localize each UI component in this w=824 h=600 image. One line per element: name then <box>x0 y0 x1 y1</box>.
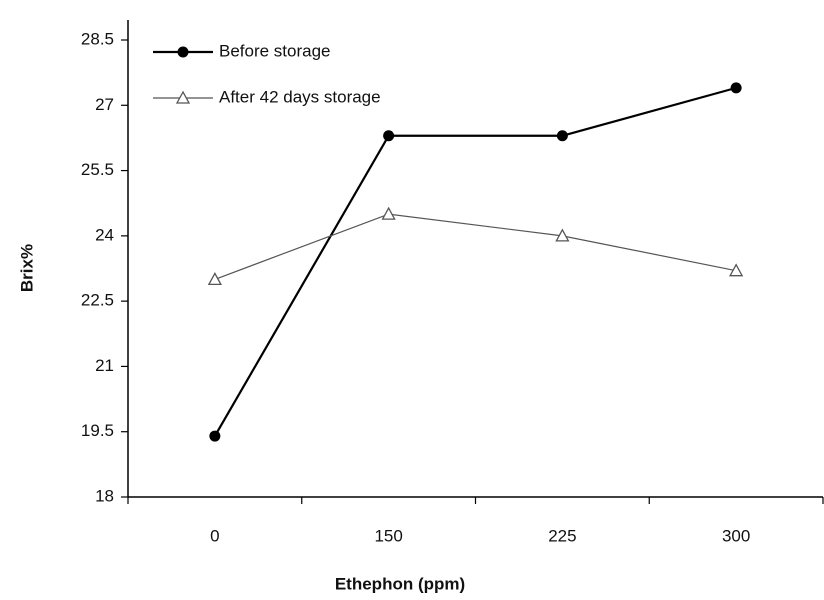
x-tick-label: 225 <box>548 526 576 545</box>
y-tick-label: 19.5 <box>81 421 114 440</box>
y-tick-label: 27 <box>95 95 114 114</box>
point <box>209 430 221 442</box>
point <box>555 228 570 242</box>
point <box>207 272 222 286</box>
y-tick-label: 25.5 <box>81 160 114 179</box>
x-axis-label: Ethephon (ppm) <box>335 574 465 593</box>
point <box>556 130 568 142</box>
y-axis-label: Brix% <box>17 244 36 292</box>
x-tick-label: 300 <box>722 526 750 545</box>
series-line <box>213 86 737 437</box>
point <box>729 263 744 277</box>
legend-label: Before storage <box>219 41 331 60</box>
y-tick-label: 28.5 <box>81 29 114 48</box>
point <box>381 206 396 220</box>
legend-marker <box>175 90 191 104</box>
legend-marker <box>177 46 189 58</box>
point <box>730 82 742 94</box>
point <box>383 130 395 142</box>
y-tick-label: 22.5 <box>81 291 114 310</box>
legend-label: After 42 days storage <box>219 87 381 106</box>
x-tick-label: 150 <box>374 526 402 545</box>
y-tick-label: 21 <box>95 356 114 375</box>
x-tick-label: 0 <box>210 526 219 545</box>
y-tick-label: 24 <box>95 225 114 244</box>
y-tick-label: 18 <box>95 486 114 505</box>
series-line <box>214 213 737 280</box>
